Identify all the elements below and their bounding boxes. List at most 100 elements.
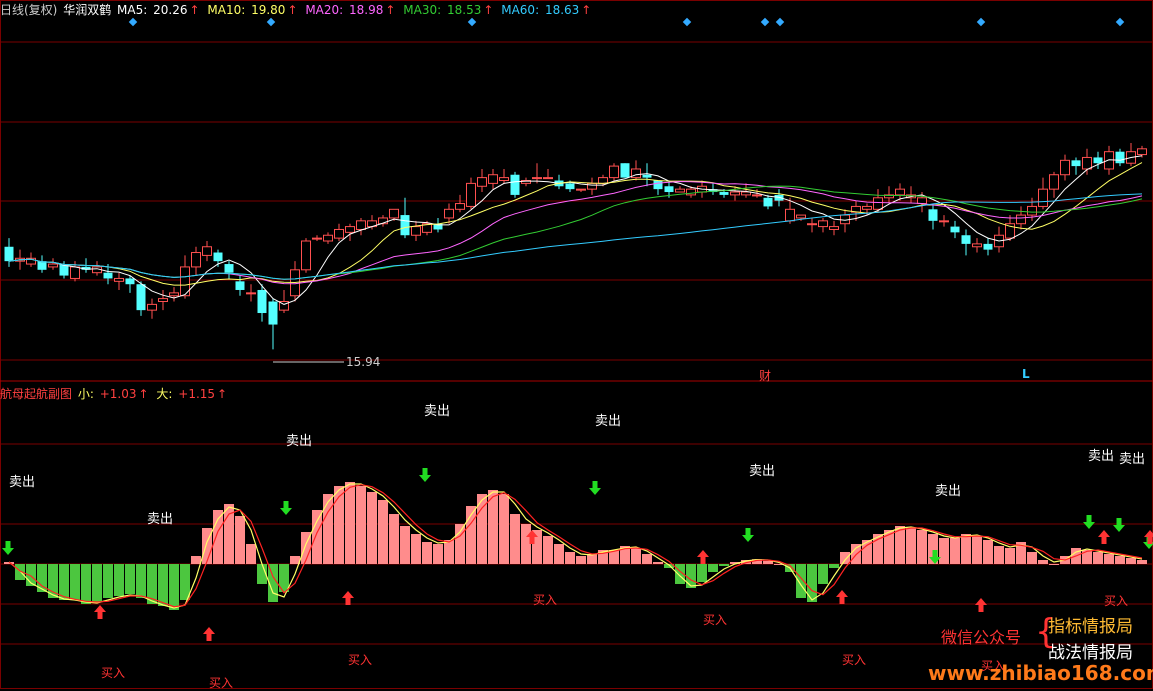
sell-signal-label: 卖出 <box>424 404 451 419</box>
candle-up <box>345 226 355 233</box>
oscillator-bar-negative <box>70 564 80 600</box>
oscillator-bar-negative <box>37 564 47 592</box>
oscillator-bar-positive <box>400 526 410 564</box>
oscillator-bar-positive <box>1126 558 1136 564</box>
period-label: 日线(复权) <box>0 3 58 17</box>
top-marker <box>266 17 276 27</box>
oscillator-bar-negative <box>15 564 25 580</box>
oscillator-bar-negative <box>807 564 817 602</box>
sell-signal-label: 卖出 <box>935 484 962 499</box>
oscillator-bar-negative <box>180 564 190 600</box>
candle-up <box>972 243 982 248</box>
candle-down <box>620 163 630 178</box>
oscillator-bar-positive <box>884 530 894 564</box>
oscillator-bar-positive <box>543 536 553 564</box>
buy-arrow-icon <box>836 590 848 604</box>
oscillator-bar-positive <box>994 546 1004 564</box>
candle-up <box>543 177 553 180</box>
oscillator-bar-positive <box>730 562 740 564</box>
candle-up <box>334 228 344 239</box>
buy-arrow-icon <box>526 530 538 544</box>
sell-arrow-icon <box>280 501 292 515</box>
oscillator-bar-positive <box>1137 560 1147 564</box>
oscillator-bar-negative <box>719 564 729 566</box>
candle-up <box>587 182 597 190</box>
oscillator-bar-positive <box>983 540 993 564</box>
candle-up <box>114 277 124 282</box>
oscillator-bar-negative <box>103 564 113 598</box>
ma20-legend: MA20: 18.98 ↑ <box>305 3 396 17</box>
candle-up <box>675 188 685 193</box>
top-marker <box>128 17 138 27</box>
small-value: 小: +1.03 ↑ <box>77 387 149 401</box>
oscillator-bar-negative <box>829 564 839 568</box>
oscillator-bar-positive <box>873 534 883 564</box>
buy-signal-label: 买入 <box>533 593 558 607</box>
oscillator-bar-positive <box>576 556 586 564</box>
sell-arrow-icon <box>1083 515 1095 529</box>
candle-up <box>862 205 872 210</box>
oscillator-bar-positive <box>488 490 498 564</box>
sell-signal-label: 卖出 <box>595 414 622 429</box>
sell-signal-label: 卖出 <box>9 475 36 490</box>
candle-up <box>312 237 322 240</box>
sell-arrow-icon <box>1113 518 1125 532</box>
candle-down <box>1093 157 1103 164</box>
oscillator-bar-negative <box>147 564 157 604</box>
watermark-brace: { <box>1035 612 1057 652</box>
candle-up <box>1082 156 1092 170</box>
oscillator-bar-positive <box>950 538 960 564</box>
oscillator-bar-negative <box>158 564 168 606</box>
buy-arrow-icon <box>975 598 987 612</box>
candle-up <box>741 191 751 196</box>
candle-up <box>1016 214 1026 225</box>
ma10-line <box>8 162 1143 286</box>
candle-up <box>1049 174 1059 190</box>
main-chart-legend: 日线(复权) 华润双鹤 MA5: 20.26 ↑ MA10: 19.80 ↑ MA2… <box>0 1 595 18</box>
oscillator-bar-positive <box>774 564 784 565</box>
candle-down <box>961 235 971 244</box>
sell-arrow-icon <box>2 541 14 555</box>
l-marker[interactable]: L <box>1022 367 1030 381</box>
oscillator-bar-positive <box>235 516 245 564</box>
buy-arrow-icon <box>94 605 106 619</box>
sell-signal-label: 卖出 <box>749 464 776 479</box>
candle-up <box>576 188 586 191</box>
oscillator-bar-negative <box>818 564 828 584</box>
oscillator-bar-positive <box>752 559 762 564</box>
watermark-wechat: 微信公众号 <box>941 628 1022 647</box>
candle-up <box>1038 188 1048 207</box>
oscillator-bar-positive <box>1104 554 1114 564</box>
oscillator-bar-positive <box>301 532 311 564</box>
watermark-name2: 战法情报局 <box>1048 643 1133 663</box>
oscillator-bar-positive <box>477 494 487 564</box>
candle-up <box>818 220 828 228</box>
oscillator-bar-negative <box>664 564 674 568</box>
oscillator-bar-positive <box>598 550 608 564</box>
sub-chart-title: 航母起航副图 <box>0 387 73 401</box>
top-marker <box>467 17 477 27</box>
oscillator-bar-negative <box>59 564 69 600</box>
oscillator-bar-negative <box>169 564 179 610</box>
oscillator-bar-positive <box>609 550 619 564</box>
candle-down <box>400 215 410 236</box>
candle-down <box>642 174 652 178</box>
oscillator-bar-positive <box>323 494 333 564</box>
candle-up <box>730 191 740 196</box>
oscillator-bar-negative <box>26 564 36 586</box>
stock-name: 华润双鹤 <box>63 3 112 17</box>
candle-up <box>477 177 487 187</box>
oscillator-bar-positive <box>653 562 663 564</box>
oscillator-bar-positive <box>4 562 14 564</box>
candle-down <box>37 261 47 270</box>
oscillator-bar-positive <box>521 524 531 564</box>
finance-marker[interactable]: 财 <box>759 369 772 383</box>
candle-down <box>136 284 146 311</box>
candle-down <box>774 194 784 201</box>
buy-signal-label: 买入 <box>101 666 126 680</box>
candle-down <box>983 243 993 250</box>
oscillator-bar-positive <box>1115 556 1125 564</box>
candle-up <box>895 188 905 196</box>
oscillator-bar-negative <box>686 564 696 588</box>
